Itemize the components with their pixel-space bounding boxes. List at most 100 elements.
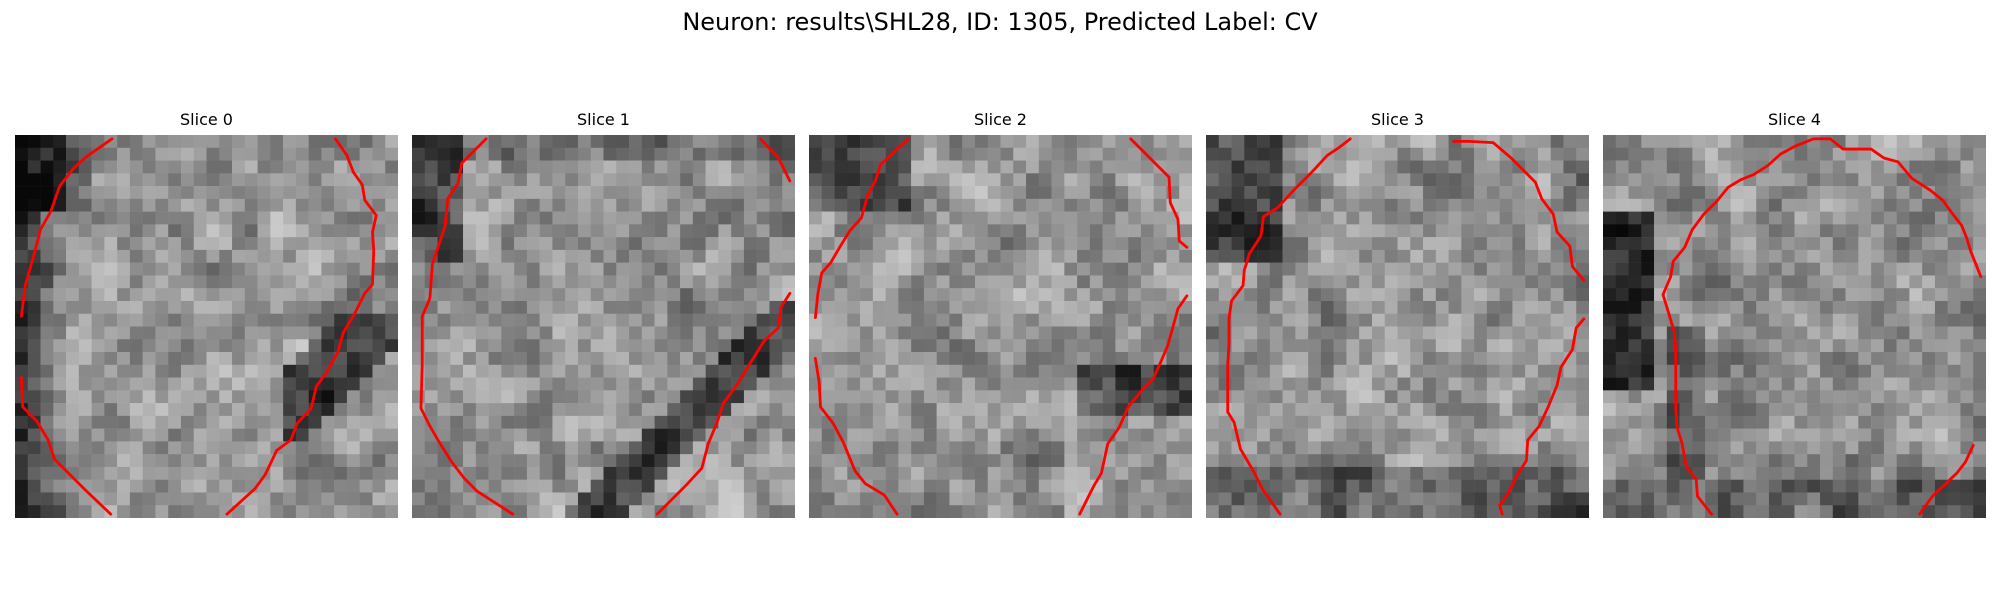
pixel — [321, 224, 335, 238]
pixel — [1512, 377, 1526, 391]
pixel — [1346, 313, 1360, 327]
pixel — [1026, 415, 1040, 429]
pixel — [501, 224, 515, 238]
pixel — [1896, 211, 1910, 225]
pixel-grid — [809, 135, 1192, 518]
pixel — [782, 479, 795, 493]
pixel — [1832, 492, 1846, 506]
pixel — [641, 326, 655, 340]
pixel — [1371, 198, 1385, 212]
pixel — [1166, 249, 1180, 263]
pixel — [680, 224, 694, 238]
pixel — [743, 262, 757, 276]
pixel — [1397, 415, 1411, 429]
pixel — [193, 288, 207, 302]
pixel — [27, 147, 41, 161]
pixel — [1922, 147, 1936, 161]
pixel — [987, 352, 1001, 366]
pixel — [1102, 147, 1116, 161]
pixel — [91, 186, 105, 200]
pixel — [1077, 377, 1091, 391]
pixel — [1257, 275, 1271, 289]
pixel — [974, 262, 988, 276]
pixel — [180, 237, 194, 251]
pixel — [1384, 352, 1398, 366]
pixel — [1077, 173, 1091, 187]
pixel — [936, 211, 950, 225]
pixel — [1615, 428, 1629, 442]
pixel — [1537, 492, 1551, 506]
pixel — [923, 466, 937, 480]
pixel — [424, 160, 438, 174]
pixel — [308, 300, 322, 314]
pixel — [1947, 492, 1961, 506]
pixel — [1628, 454, 1642, 468]
pixel — [15, 492, 29, 506]
pixel — [232, 300, 246, 314]
pixel — [1654, 403, 1668, 417]
pixel — [463, 275, 477, 289]
pixel — [1512, 300, 1526, 314]
pixel — [1308, 224, 1322, 238]
pixel — [66, 147, 80, 161]
pixel — [244, 403, 258, 417]
pixel — [1295, 428, 1309, 442]
pixel — [372, 492, 386, 506]
pixel — [680, 364, 694, 378]
pixel — [437, 173, 451, 187]
pixel — [53, 300, 67, 314]
pixel — [603, 249, 617, 263]
pixel — [1537, 147, 1551, 161]
pixel — [962, 300, 976, 314]
pixel — [1000, 186, 1014, 200]
pixel — [667, 186, 681, 200]
pixel — [1026, 364, 1040, 378]
pixel — [1576, 224, 1589, 238]
pixel — [412, 160, 426, 174]
pixel — [616, 186, 630, 200]
pixel — [987, 147, 1001, 161]
pixel — [1499, 428, 1513, 442]
pixel — [936, 198, 950, 212]
pixel — [949, 364, 963, 378]
pixel — [526, 313, 540, 327]
pixel — [1435, 300, 1449, 314]
pixel — [219, 160, 233, 174]
pixel — [603, 198, 617, 212]
pixel — [1320, 249, 1334, 263]
pixel — [1371, 135, 1385, 149]
pixel — [885, 390, 899, 404]
pixel — [731, 505, 745, 518]
pixel — [962, 249, 976, 263]
pixel — [1717, 403, 1731, 417]
pixel — [1231, 339, 1245, 353]
pixel — [834, 224, 848, 238]
pixel — [936, 479, 950, 493]
pixel — [232, 224, 246, 238]
pixel — [1845, 466, 1859, 480]
pixel — [1666, 479, 1680, 493]
pixel — [1013, 300, 1027, 314]
pixel — [1153, 249, 1167, 263]
pixel — [692, 377, 706, 391]
pixel — [1064, 211, 1078, 225]
pixel — [1435, 224, 1449, 238]
pixel — [193, 352, 207, 366]
pixel — [949, 479, 963, 493]
pixel — [385, 186, 398, 200]
pixel — [1051, 173, 1065, 187]
pixel — [1179, 135, 1192, 149]
pixel — [1064, 415, 1078, 429]
pixel — [847, 237, 861, 251]
pixel — [718, 237, 732, 251]
pixel — [1576, 147, 1589, 161]
pixel — [1730, 352, 1744, 366]
pixel — [654, 352, 668, 366]
pixel — [1140, 466, 1154, 480]
pixel — [1013, 390, 1027, 404]
pixel — [1654, 173, 1668, 187]
pixel — [1615, 326, 1629, 340]
pixel — [1666, 288, 1680, 302]
pixel — [1474, 198, 1488, 212]
pixel — [885, 466, 899, 480]
